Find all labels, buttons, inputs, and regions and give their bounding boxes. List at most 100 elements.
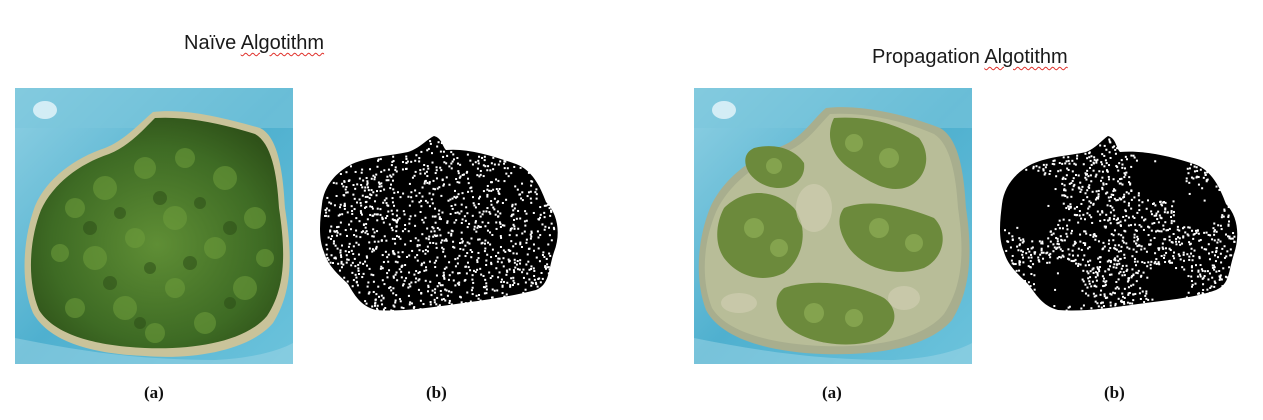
sample-dot bbox=[1109, 211, 1112, 214]
sample-dot bbox=[1170, 222, 1173, 225]
sample-dot bbox=[529, 190, 532, 193]
sample-dot bbox=[1131, 268, 1134, 271]
sample-dot bbox=[390, 209, 393, 212]
sample-dot bbox=[329, 229, 332, 232]
sample-dot bbox=[1176, 228, 1179, 231]
sample-dot bbox=[1224, 275, 1227, 278]
sample-dot bbox=[368, 267, 371, 270]
sample-dot bbox=[392, 250, 395, 253]
sample-dot bbox=[1087, 294, 1090, 297]
sample-dot bbox=[486, 184, 489, 187]
sample-dot bbox=[417, 272, 420, 275]
sample-dot bbox=[393, 204, 396, 207]
sample-dot bbox=[1112, 217, 1115, 220]
sample-dot bbox=[330, 237, 333, 240]
sample-dot bbox=[469, 159, 472, 162]
sample-dot bbox=[492, 168, 495, 171]
sample-dot bbox=[1065, 174, 1068, 177]
sample-dot bbox=[1121, 292, 1124, 295]
sample-dot bbox=[1170, 219, 1173, 222]
sample-dot bbox=[1147, 261, 1150, 264]
sample-dot bbox=[529, 233, 532, 236]
sample-dot bbox=[1215, 270, 1218, 273]
sample-dot bbox=[1115, 199, 1118, 202]
sample-dot bbox=[432, 227, 435, 230]
sample-dot bbox=[395, 214, 398, 217]
sample-dot bbox=[530, 268, 533, 271]
sample-dot bbox=[1188, 181, 1191, 184]
sample-dot bbox=[453, 246, 456, 249]
sample-dot bbox=[398, 256, 401, 259]
sample-dot bbox=[1025, 252, 1028, 255]
sample-dot bbox=[431, 202, 434, 205]
sample-dot bbox=[1097, 309, 1100, 312]
sample-dot bbox=[1114, 189, 1117, 192]
sample-dot bbox=[541, 253, 544, 256]
right-title-word2: Algotithm bbox=[984, 46, 1068, 68]
sample-dot bbox=[405, 162, 408, 165]
sample-dot bbox=[377, 285, 380, 288]
sample-dot bbox=[1201, 269, 1204, 272]
sample-dot bbox=[1091, 221, 1094, 224]
sample-dot bbox=[520, 246, 523, 249]
sample-dot bbox=[343, 180, 346, 183]
sample-dot bbox=[1193, 233, 1196, 236]
sample-dot bbox=[1073, 242, 1076, 245]
sample-dot bbox=[339, 251, 342, 254]
sample-dot bbox=[1107, 268, 1110, 271]
sample-dot bbox=[1104, 270, 1107, 273]
sample-dot bbox=[454, 284, 457, 287]
sample-dot bbox=[390, 164, 393, 167]
sample-dot bbox=[1022, 240, 1025, 243]
sample-dot bbox=[442, 248, 445, 251]
sample-dot bbox=[1058, 246, 1061, 249]
sample-dot bbox=[1086, 247, 1089, 250]
sample-dot bbox=[474, 161, 477, 164]
sample-dot bbox=[514, 266, 517, 269]
sample-dot bbox=[1202, 288, 1205, 291]
sample-dot bbox=[534, 281, 537, 284]
sample-dot bbox=[535, 197, 538, 200]
sample-dot bbox=[394, 273, 397, 276]
sample-dot bbox=[393, 305, 396, 308]
sample-dot bbox=[365, 230, 368, 233]
sample-dot bbox=[365, 302, 368, 305]
sample-dot bbox=[1128, 277, 1131, 280]
sample-dot bbox=[363, 189, 366, 192]
sample-dot bbox=[501, 292, 504, 295]
sample-dot bbox=[452, 245, 455, 248]
sample-dot bbox=[466, 252, 469, 255]
sample-dot bbox=[1219, 277, 1222, 280]
sample-dot bbox=[1131, 255, 1134, 258]
sample-dot bbox=[1220, 216, 1223, 219]
sample-dot bbox=[366, 233, 369, 236]
sample-dot bbox=[1087, 260, 1090, 263]
sample-dot bbox=[1116, 199, 1119, 202]
sample-dot bbox=[366, 218, 369, 221]
sample-dot bbox=[402, 192, 405, 195]
sample-dot bbox=[1096, 302, 1099, 305]
sample-dot bbox=[1077, 186, 1080, 189]
sample-dot bbox=[1117, 233, 1120, 236]
sample-dot bbox=[1070, 182, 1073, 185]
sample-dot bbox=[454, 265, 457, 268]
sample-dot bbox=[1203, 231, 1206, 234]
sample-dot bbox=[463, 279, 466, 282]
sample-dot bbox=[1171, 205, 1174, 208]
sample-dot bbox=[1124, 219, 1127, 222]
sample-dot bbox=[1101, 163, 1104, 166]
sample-dot bbox=[470, 190, 473, 193]
sample-dot bbox=[539, 213, 542, 216]
sample-dot bbox=[1128, 247, 1131, 250]
sample-dot bbox=[394, 301, 397, 304]
sample-dot bbox=[1068, 182, 1071, 185]
sample-dot bbox=[1146, 199, 1149, 202]
sample-dot bbox=[1079, 240, 1082, 243]
sample-dot bbox=[1093, 284, 1096, 287]
sample-dot bbox=[426, 250, 429, 253]
sample-dot bbox=[1123, 287, 1126, 290]
sample-dot bbox=[1030, 256, 1033, 259]
sample-dot bbox=[451, 207, 454, 210]
sample-dot bbox=[392, 159, 395, 162]
sample-dot bbox=[1150, 213, 1153, 216]
